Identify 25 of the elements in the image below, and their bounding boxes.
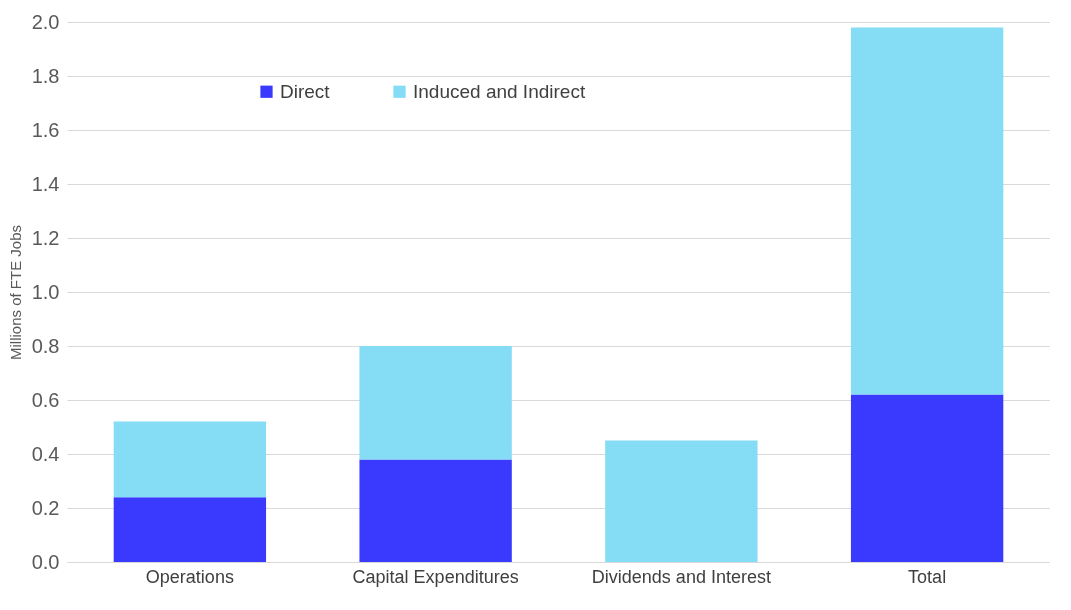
y-tick-label: 1.2 <box>31 226 60 249</box>
y-tick-label: 1.8 <box>31 64 60 87</box>
legend-label: Direct <box>280 80 331 102</box>
y-tick-label: 0.0 <box>31 550 60 573</box>
y-tick-label: 1.4 <box>31 172 60 195</box>
y-axis-title: Millions of FTE Jobs <box>6 224 24 361</box>
bar <box>605 440 758 562</box>
bar <box>113 497 267 562</box>
bar <box>113 421 267 498</box>
x-tick-label: Operations <box>145 566 234 587</box>
y-tick-label: 1.6 <box>31 118 60 141</box>
bar <box>850 394 1004 562</box>
y-tick-label: 0.2 <box>31 496 60 519</box>
legend-label: Induced and Indirect <box>413 80 586 102</box>
y-tick-label: 0.8 <box>31 334 60 357</box>
x-tick-label: Total <box>908 566 947 587</box>
x-tick-label: Capital Expenditures <box>352 566 519 587</box>
x-tick-label: Dividends and Interest <box>591 566 771 587</box>
bar <box>359 346 512 460</box>
bar <box>359 459 512 562</box>
y-tick-label: 0.4 <box>31 442 60 465</box>
y-tick-label: 1.0 <box>31 280 60 303</box>
y-tick-label: 0.6 <box>31 388 60 411</box>
bar <box>850 27 1004 395</box>
y-tick-label: 2.0 <box>31 10 60 33</box>
